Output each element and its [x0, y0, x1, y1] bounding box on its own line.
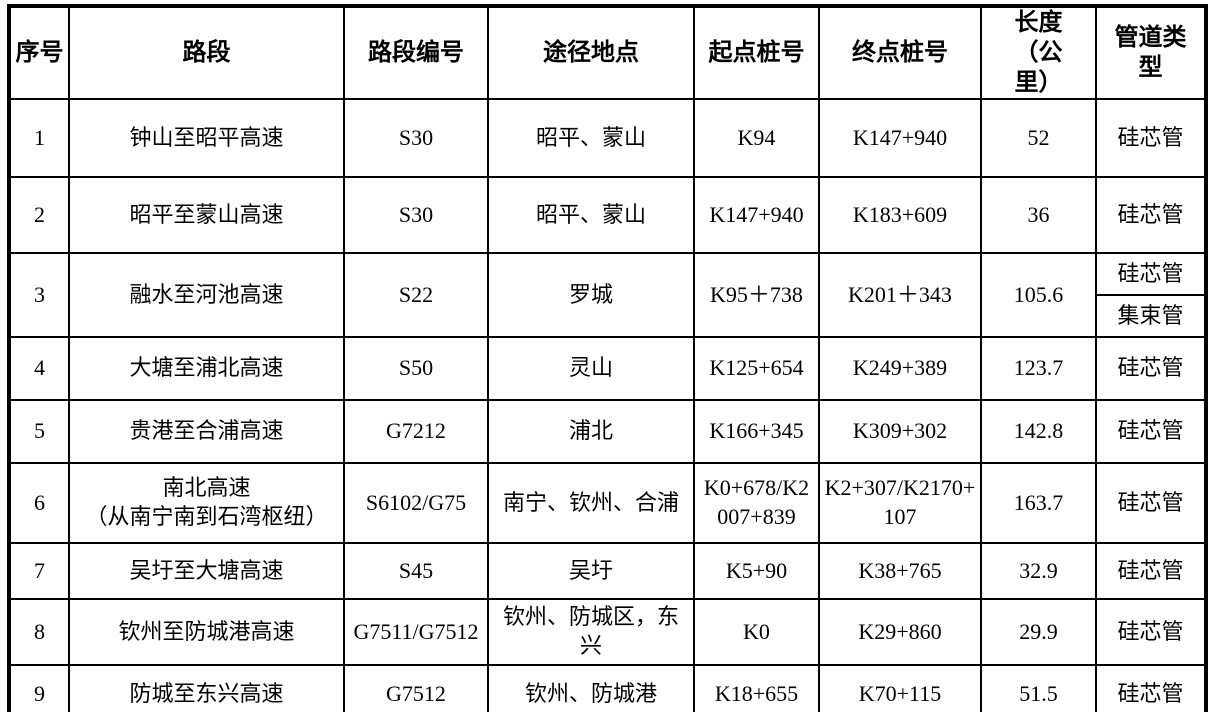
cell-start: K0: [693, 598, 820, 666]
cell-code: S22: [343, 252, 489, 338]
cell-length: 105.6: [980, 252, 1097, 338]
cell-start: K95＋738: [693, 252, 820, 338]
cell-section: 昭平至蒙山高速: [68, 176, 345, 254]
cell-index: 8: [8, 598, 70, 666]
cell-start: K5+90: [693, 542, 820, 600]
col-header-via: 途径地点: [487, 5, 695, 100]
cell-section: 大塘至浦北高速: [68, 336, 345, 401]
cell-code: G7212: [343, 399, 489, 464]
cell-end: K201＋343: [818, 252, 982, 338]
cell-index: 5: [8, 399, 70, 464]
cell-section: 融水至河池高速: [68, 252, 345, 338]
cell-index: 2: [8, 176, 70, 254]
cell-via: 罗城: [487, 252, 695, 338]
table-header: 序号 路段 路段编号 途径地点 起点桩号 终点桩号 长度 （公 里） 管道类 型: [8, 5, 1207, 100]
cell-pipe: 硅芯管: [1095, 98, 1207, 178]
cell-section: 防城至东兴高速: [68, 664, 345, 712]
cell-start: K125+654: [693, 336, 820, 401]
cell-index: 7: [8, 542, 70, 600]
cell-pipe: 硅芯管: [1095, 462, 1207, 544]
cell-end: K2+307/K2170+107: [818, 462, 982, 544]
cell-pipe: 集束管: [1095, 294, 1207, 338]
cell-pipe: 硅芯管: [1095, 176, 1207, 254]
cell-via: 浦北: [487, 399, 695, 464]
cell-start: K18+655: [693, 664, 820, 712]
cell-index: 9: [8, 664, 70, 712]
cell-end: K147+940: [818, 98, 982, 178]
cell-via: 钦州、防城区，东兴: [487, 598, 695, 666]
cell-length: 123.7: [980, 336, 1097, 401]
cell-code: S6102/G75: [343, 462, 489, 544]
cell-length: 32.9: [980, 542, 1097, 600]
col-header-code: 路段编号: [343, 5, 489, 100]
cell-section: 南北高速 （从南宁南到石湾枢纽）: [68, 462, 345, 544]
table-row: 9 防城至东兴高速 G7512 钦州、防城港 K18+655 K70+115 51.5 硅芯管: [8, 664, 1207, 712]
cell-code: S45: [343, 542, 489, 600]
cell-via: 南宁、钦州、合浦: [487, 462, 695, 544]
highway-sections-table: 序号 路段 路段编号 途径地点 起点桩号 终点桩号 长度 （公 里） 管道类 型…: [7, 4, 1208, 712]
table-row: 8 钦州至防城港高速 G7511/G7512 钦州、防城区，东兴 K0 K29+860 29…: [8, 598, 1207, 666]
cell-length: 52: [980, 98, 1097, 178]
header-row: 序号 路段 路段编号 途径地点 起点桩号 终点桩号 长度 （公 里） 管道类 型: [8, 5, 1207, 100]
cell-section: 钟山至昭平高速: [68, 98, 345, 178]
cell-code: G7511/G7512: [343, 598, 489, 666]
col-header-index: 序号: [8, 5, 70, 100]
col-header-length: 长度 （公 里）: [980, 5, 1097, 100]
cell-start: K94: [693, 98, 820, 178]
col-header-end: 终点桩号: [818, 5, 982, 100]
cell-end: K38+765: [818, 542, 982, 600]
col-header-pipe: 管道类 型: [1095, 5, 1207, 100]
cell-start: K147+940: [693, 176, 820, 254]
table-row: 6 南北高速 （从南宁南到石湾枢纽） S6102/G75 南宁、钦州、合浦 K0+678…: [8, 462, 1207, 544]
table-row: 2 昭平至蒙山高速 S30 昭平、蒙山 K147+940 K183+609 36 硅芯管: [8, 176, 1207, 254]
cell-code: S30: [343, 98, 489, 178]
table-row: 1 钟山至昭平高速 S30 昭平、蒙山 K94 K147+940 52 硅芯管: [8, 98, 1207, 178]
cell-section: 吴圩至大塘高速: [68, 542, 345, 600]
cell-via: 昭平、蒙山: [487, 98, 695, 178]
cell-pipe: 硅芯管: [1095, 336, 1207, 401]
cell-end: K183+609: [818, 176, 982, 254]
cell-code: S50: [343, 336, 489, 401]
cell-start: K0+678/K2007+839: [693, 462, 820, 544]
cell-start: K166+345: [693, 399, 820, 464]
cell-via: 钦州、防城港: [487, 664, 695, 712]
cell-pipe: 硅芯管: [1095, 252, 1207, 296]
cell-length: 29.9: [980, 598, 1097, 666]
cell-end: K70+115: [818, 664, 982, 712]
table-body: 1 钟山至昭平高速 S30 昭平、蒙山 K94 K147+940 52 硅芯管 2 昭平至蒙山高速…: [8, 98, 1207, 712]
cell-section: 钦州至防城港高速: [68, 598, 345, 666]
cell-length: 51.5: [980, 664, 1097, 712]
cell-via: 灵山: [487, 336, 695, 401]
cell-pipe: 硅芯管: [1095, 399, 1207, 464]
cell-length: 36: [980, 176, 1097, 254]
cell-end: K29+860: [818, 598, 982, 666]
table-row: 7 吴圩至大塘高速 S45 吴圩 K5+90 K38+765 32.9 硅芯管: [8, 542, 1207, 600]
table-row: 3 融水至河池高速 S22 罗城 K95＋738 K201＋343 105.6 硅芯管: [8, 252, 1207, 338]
cell-code: G7512: [343, 664, 489, 712]
cell-index: 6: [8, 462, 70, 544]
cell-section: 贵港至合浦高速: [68, 399, 345, 464]
cell-pipe: 硅芯管: [1095, 664, 1207, 712]
col-header-section: 路段: [68, 5, 345, 100]
table-row: 集束管: [9, 294, 1207, 338]
cell-index: 1: [8, 98, 70, 178]
cell-length: 142.8: [980, 399, 1097, 464]
cell-index: 4: [8, 336, 70, 401]
cell-via: 昭平、蒙山: [487, 176, 695, 254]
cell-end: K249+389: [818, 336, 982, 401]
cell-via: 吴圩: [487, 542, 695, 600]
cell-length: 163.7: [980, 462, 1097, 544]
cell-end: K309+302: [818, 399, 982, 464]
table-row: 4 大塘至浦北高速 S50 灵山 K125+654 K249+389 123.7 硅芯管: [8, 336, 1207, 401]
table-row: 5 贵港至合浦高速 G7212 浦北 K166+345 K309+302 142.8 硅芯管: [8, 399, 1207, 464]
col-header-start: 起点桩号: [693, 5, 820, 100]
cell-pipe: 硅芯管: [1095, 542, 1207, 600]
cell-index: 3: [8, 252, 70, 338]
cell-code: S30: [343, 176, 489, 254]
cell-pipe: 硅芯管: [1095, 598, 1207, 666]
